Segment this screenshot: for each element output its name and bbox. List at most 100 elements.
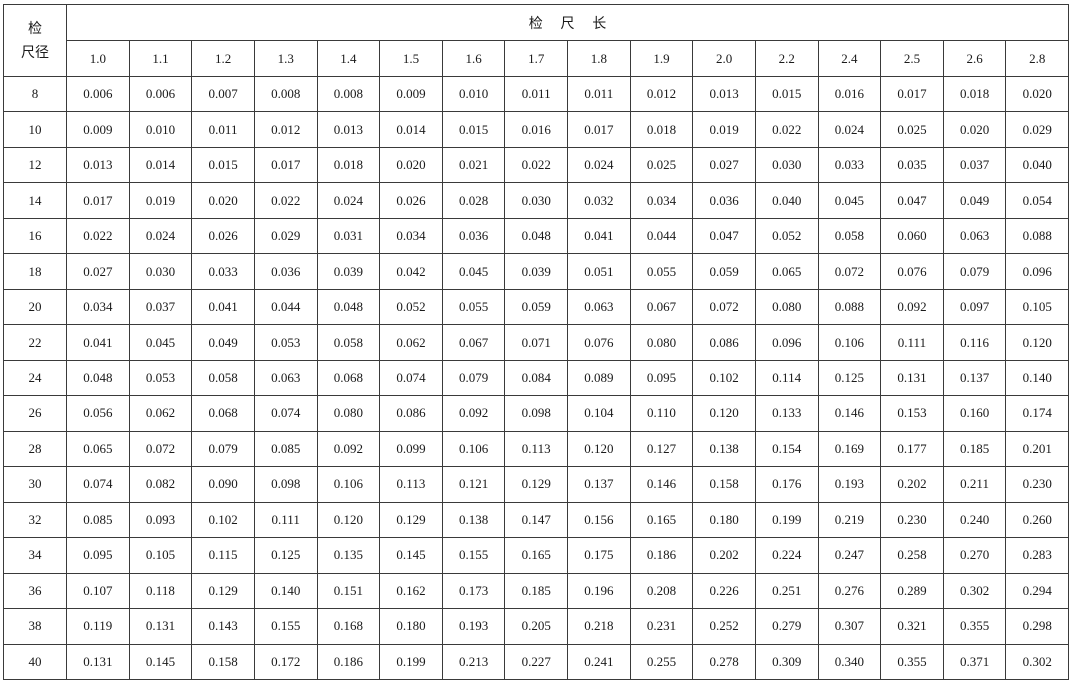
volume-cell: 0.185	[942, 430, 1007, 468]
volume-cell: 0.035	[880, 146, 944, 184]
volume-cell: 0.053	[253, 324, 318, 361]
volume-cell: 0.058	[191, 359, 255, 397]
volume-cell: 0.086	[692, 324, 756, 361]
length-group-header: 检 尺 长	[66, 4, 1069, 41]
table-row: 18 0.027 0.030 0.033 0.036 0.039 0.042 0.045 0.0…	[3, 253, 1069, 290]
volume-cell: 0.032	[567, 182, 631, 219]
volume-cell: 0.193	[441, 608, 506, 645]
diameter-cell: 16	[3, 217, 67, 255]
volume-cell: 0.049	[191, 324, 255, 361]
diameter-cell: 38	[3, 608, 67, 645]
length-column-header: 1.4	[316, 40, 381, 77]
volume-cell: 0.186	[316, 643, 381, 680]
volume-cell: 0.111	[880, 324, 944, 361]
volume-cell: 0.260	[1005, 501, 1069, 539]
volume-cell: 0.054	[1005, 182, 1069, 219]
volume-cell: 0.040	[754, 182, 819, 219]
volume-cell: 0.255	[629, 643, 694, 680]
volume-cell: 0.205	[504, 608, 568, 645]
volume-cell: 0.026	[191, 217, 255, 255]
volume-cell: 0.037	[942, 146, 1007, 184]
volume-cell: 0.079	[441, 359, 506, 397]
volume-cell: 0.143	[191, 608, 255, 645]
volume-cell: 0.084	[504, 359, 568, 397]
volume-cell: 0.007	[191, 75, 255, 113]
volume-cell: 0.092	[880, 288, 944, 326]
volume-cell: 0.145	[128, 643, 193, 680]
volume-cell: 0.048	[504, 217, 568, 255]
corner-label-line2: 尺径	[21, 44, 49, 61]
volume-cell: 0.120	[316, 501, 381, 539]
length-column-header: 2.4	[817, 40, 882, 77]
volume-cell: 0.155	[441, 537, 506, 574]
volume-cell: 0.034	[629, 182, 694, 219]
volume-cell: 0.014	[379, 111, 443, 148]
volume-cell: 0.041	[191, 288, 255, 326]
volume-cell: 0.107	[66, 572, 130, 610]
volume-cell: 0.114	[754, 359, 819, 397]
volume-cell: 0.298	[1005, 608, 1069, 645]
volume-cell: 0.098	[504, 395, 568, 432]
corner-label-line1: 检	[28, 20, 42, 37]
volume-cell: 0.044	[629, 217, 694, 255]
volume-cell: 0.119	[66, 608, 130, 645]
volume-cell: 0.040	[1005, 146, 1069, 184]
volume-cell: 0.355	[942, 608, 1007, 645]
volume-cell: 0.092	[441, 395, 506, 432]
volume-table: 检 尺径 检 尺 长 1.0 1.1 1.2 1.3 1.4 1.5 1.6 1.7 1.8 1.…	[3, 4, 1069, 680]
volume-cell: 0.068	[316, 359, 381, 397]
volume-cell: 0.010	[128, 111, 193, 148]
volume-cell: 0.067	[441, 324, 506, 361]
volume-cell: 0.129	[504, 466, 568, 503]
volume-cell: 0.176	[754, 466, 819, 503]
volume-cell: 0.010	[441, 75, 506, 113]
volume-cell: 0.018	[316, 146, 381, 184]
volume-cell: 0.067	[629, 288, 694, 326]
volume-cell: 0.015	[441, 111, 506, 148]
length-column-header: 2.5	[880, 40, 944, 77]
volume-cell: 0.172	[253, 643, 318, 680]
volume-cell: 0.110	[629, 395, 694, 432]
volume-cell: 0.076	[567, 324, 631, 361]
volume-cell: 0.193	[817, 466, 882, 503]
volume-cell: 0.045	[128, 324, 193, 361]
table-row: 22 0.041 0.045 0.049 0.053 0.058 0.062 0.067 0.0…	[3, 324, 1069, 361]
volume-cell: 0.017	[567, 111, 631, 148]
volume-cell: 0.027	[66, 253, 130, 290]
diameter-cell: 18	[3, 253, 67, 290]
volume-cell: 0.071	[504, 324, 568, 361]
table-body: 8 0.006 0.006 0.007 0.008 0.008 0.009 0.010 0.01…	[3, 75, 1069, 680]
volume-cell: 0.012	[629, 75, 694, 113]
volume-cell: 0.120	[567, 430, 631, 468]
volume-cell: 0.031	[316, 217, 381, 255]
volume-cell: 0.145	[379, 537, 443, 574]
volume-cell: 0.137	[942, 359, 1007, 397]
volume-cell: 0.241	[567, 643, 631, 680]
volume-cell: 0.063	[567, 288, 631, 326]
volume-cell: 0.036	[253, 253, 318, 290]
volume-cell: 0.022	[504, 146, 568, 184]
table-row: 40 0.131 0.145 0.158 0.172 0.186 0.199 0.213 0.2…	[3, 643, 1069, 680]
volume-cell: 0.013	[316, 111, 381, 148]
volume-cell: 0.129	[191, 572, 255, 610]
table-row: 32 0.085 0.093 0.102 0.111 0.120 0.129 0.138 0.1…	[3, 501, 1069, 539]
diameter-cell: 20	[3, 288, 67, 326]
volume-cell: 0.131	[880, 359, 944, 397]
volume-cell: 0.072	[692, 288, 756, 326]
volume-cell: 0.082	[128, 466, 193, 503]
volume-cell: 0.208	[629, 572, 694, 610]
volume-cell: 0.106	[316, 466, 381, 503]
volume-cell: 0.133	[754, 395, 819, 432]
corner-header: 检 尺径	[3, 4, 67, 77]
volume-cell: 0.251	[754, 572, 819, 610]
length-column-header: 2.0	[692, 40, 756, 77]
volume-cell: 0.158	[191, 643, 255, 680]
length-column-header: 2.2	[754, 40, 819, 77]
volume-cell: 0.017	[253, 146, 318, 184]
diameter-cell: 36	[3, 572, 67, 610]
volume-cell: 0.135	[316, 537, 381, 574]
volume-cell: 0.029	[1005, 111, 1069, 148]
table-row: 38 0.119 0.131 0.143 0.155 0.168 0.180 0.193 0.2…	[3, 608, 1069, 645]
volume-cell: 0.013	[692, 75, 756, 113]
table-row: 10 0.009 0.010 0.011 0.012 0.013 0.014 0.015 0.0…	[3, 111, 1069, 148]
